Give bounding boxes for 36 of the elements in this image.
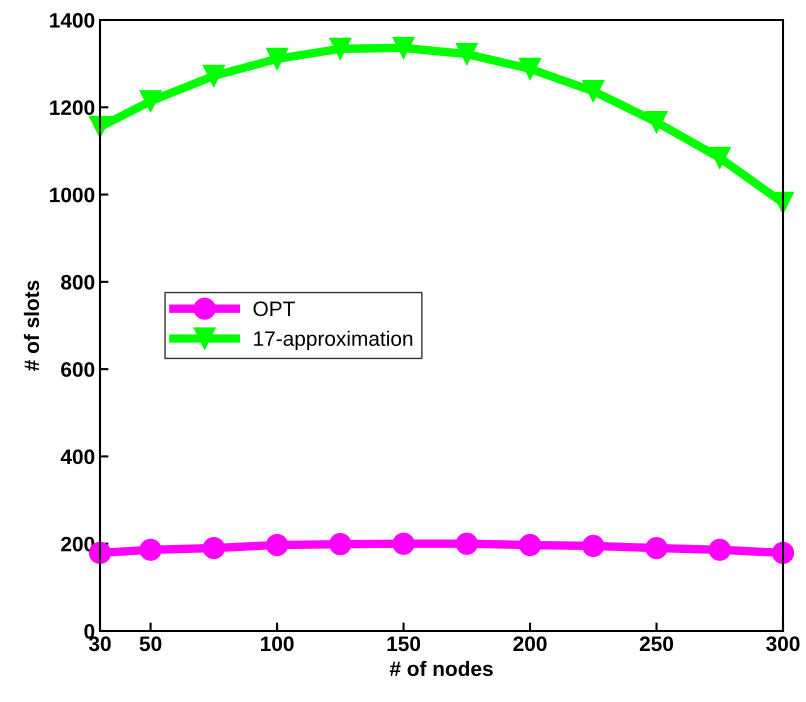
point (582, 534, 604, 558)
point (139, 90, 162, 112)
point (202, 536, 225, 560)
x-tick-label: 50 (140, 636, 162, 652)
point (645, 536, 668, 560)
y-tick-label: 400 (60, 449, 94, 464)
y-tick-label: 600 (61, 362, 94, 377)
point (392, 532, 415, 555)
legend-label: 17-approximation (254, 330, 412, 350)
point (202, 64, 225, 87)
point (582, 80, 604, 102)
point (456, 532, 478, 555)
x-tick-label: 250 (640, 636, 674, 652)
point (139, 538, 162, 561)
y-tick-label: 1000 (50, 188, 94, 202)
point (456, 42, 478, 66)
point (266, 48, 288, 70)
x-axis-title: # of nodes (390, 660, 493, 676)
y-tick-label: 1400 (50, 13, 94, 28)
point (518, 58, 542, 80)
point (645, 111, 668, 134)
point (266, 534, 288, 556)
point (329, 38, 352, 60)
legend-label: OPT (254, 301, 295, 316)
y-axis-title: # of slots (24, 280, 40, 371)
point (708, 146, 731, 170)
x-tick-label: 100 (261, 636, 294, 652)
point (518, 534, 542, 556)
point (708, 538, 731, 561)
y-tick-label: 800 (61, 274, 94, 290)
point (392, 36, 415, 60)
x-tick-label: 300 (766, 636, 800, 652)
x-tick-label: 150 (387, 636, 420, 652)
y-tick-label: 1200 (50, 100, 94, 116)
point (329, 533, 352, 556)
x-tick-label: 200 (513, 636, 547, 652)
